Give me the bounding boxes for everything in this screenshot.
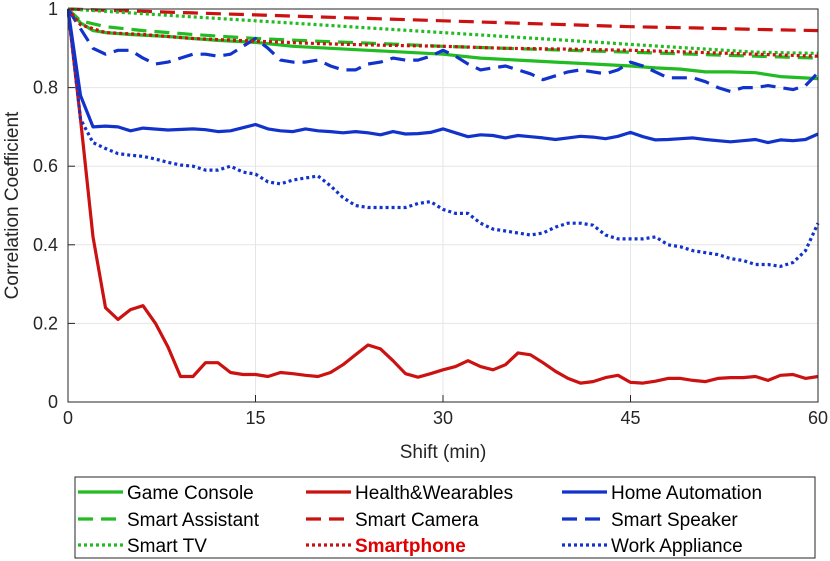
series-line-game-console <box>67 7 819 81</box>
series-line-smart-camera <box>67 7 819 33</box>
y-tick-label: 0.6 <box>33 156 58 176</box>
x-tick-label: 0 <box>63 408 73 428</box>
series-layer <box>67 7 820 385</box>
x-tick-label: 60 <box>808 408 828 428</box>
x-tick-label: 15 <box>245 408 265 428</box>
y-tick-label: 0.8 <box>33 78 58 98</box>
series-line-smart-assistant <box>67 7 819 60</box>
legend-label: Smart TV <box>127 536 207 557</box>
legend: Game Console Health&Wearables Home Automat… <box>74 476 816 559</box>
legend-label: Smart Camera <box>355 510 479 531</box>
x-axis-label: Shift (min) <box>400 442 487 463</box>
series-line-smart-tv <box>67 7 819 55</box>
legend-label: Smart Assistant <box>127 510 260 531</box>
legend-label: Home Automation <box>611 483 762 504</box>
y-tick-label: 0.4 <box>33 235 58 255</box>
y-tick-label: 0.2 <box>33 313 58 333</box>
legend-label: Work Appliance <box>611 536 743 557</box>
series-line-health-wearables <box>67 8 819 385</box>
series-line-work-appliance <box>67 8 820 268</box>
x-tick-label: 45 <box>620 408 640 428</box>
y-tick-label: 1 <box>48 0 58 19</box>
legend-label: Game Console <box>127 483 254 504</box>
y-tick-label: 0 <box>48 392 58 412</box>
series-line-home-automation <box>67 8 819 145</box>
series-line-smartphone <box>67 8 819 58</box>
legend-label: Smart Speaker <box>611 510 738 531</box>
legend-label: Smartphone <box>355 536 466 557</box>
y-axis-label: Correlation Coefficient <box>2 111 23 299</box>
x-tick-label: 30 <box>433 408 453 428</box>
series-line-smart-speaker <box>67 8 820 94</box>
axis-ticks: 0 15 30 45 60 0 0.2 0.4 0.6 0.8 1 <box>33 0 828 428</box>
legend-label: Health&Wearables <box>355 483 513 504</box>
legend-box <box>74 476 816 559</box>
